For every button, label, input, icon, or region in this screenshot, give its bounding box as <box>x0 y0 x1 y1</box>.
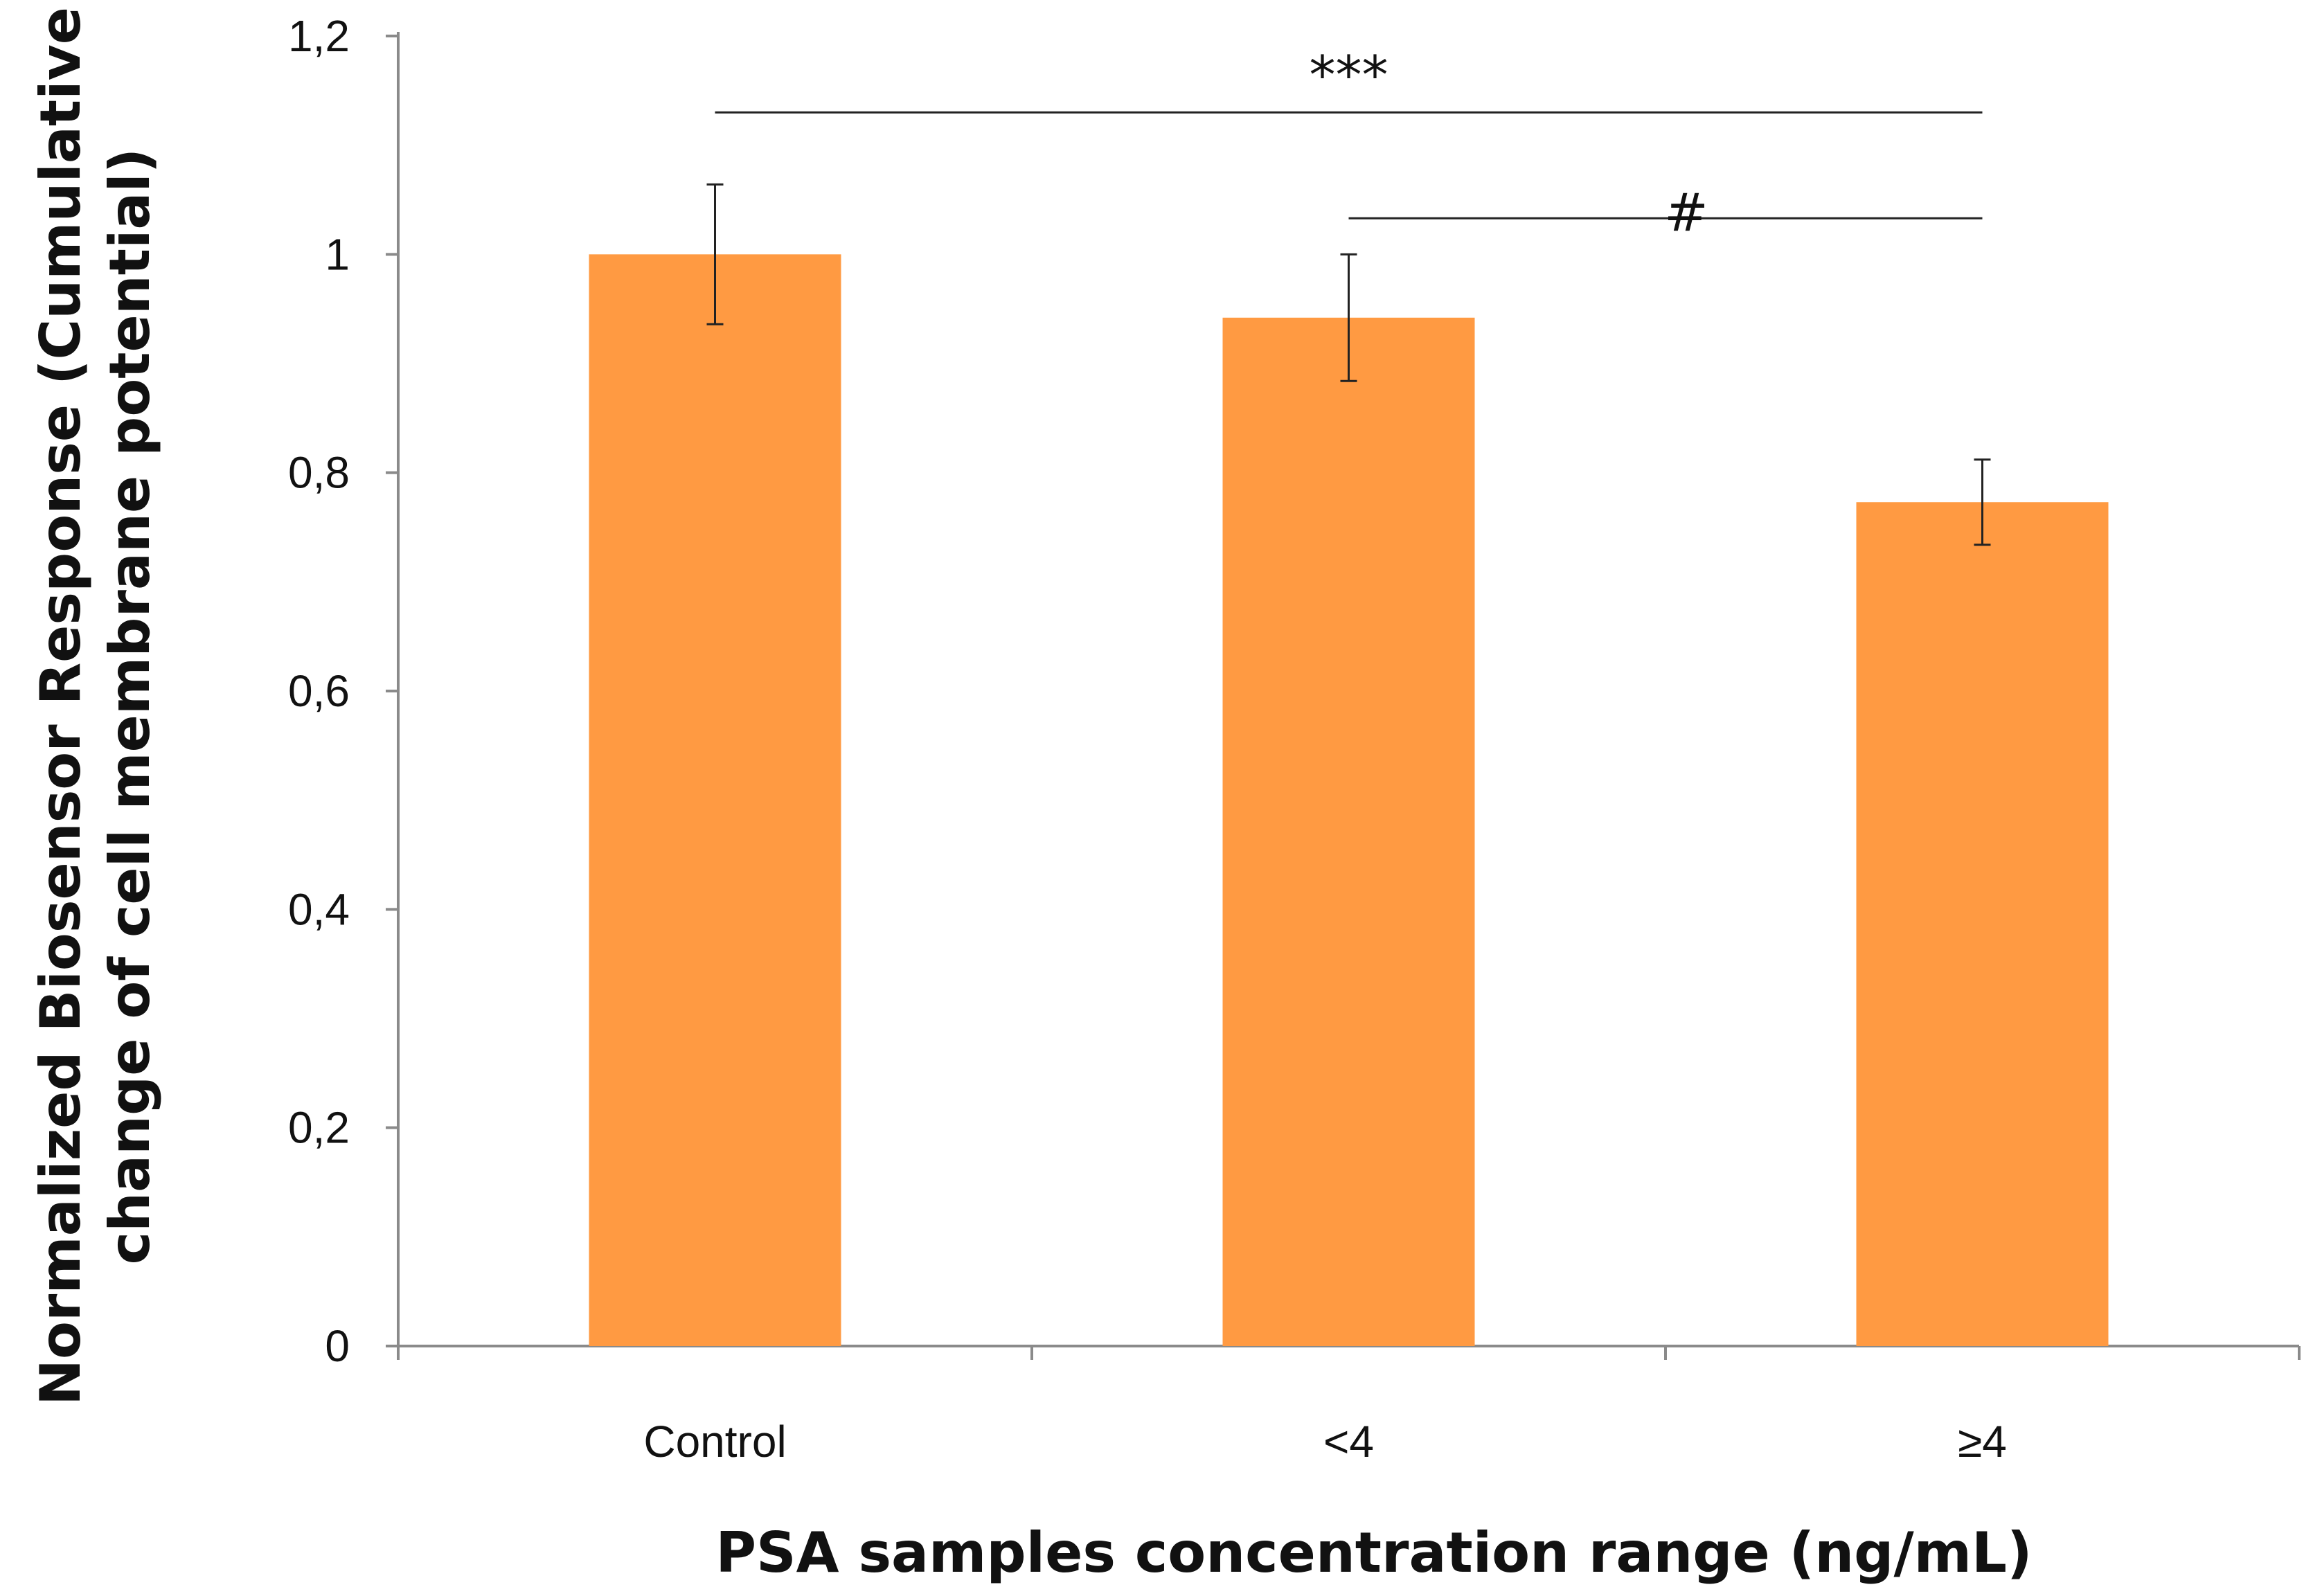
x-tick-label: Control <box>643 1417 786 1467</box>
y-tick-label: 0,2 <box>288 1103 350 1153</box>
bar-1 <box>589 254 841 1346</box>
x-tick-label: <4 <box>1323 1417 1374 1467</box>
y-tick-label: 0,6 <box>288 666 350 716</box>
significance-label-1: *** <box>1310 44 1388 105</box>
y-axis-title: Normalized Biosensor Response (Cumulativ… <box>28 7 162 1406</box>
significance-label-2: # <box>1664 181 1708 243</box>
y-tick-label: 0,8 <box>288 448 350 498</box>
y-axis-title-line-2: change of cell membrane potential) <box>98 148 162 1265</box>
plot-area: 0 0,2 0,4 0,6 0,8 1 1,2 Control <4 ≥4 *** # <box>288 11 2301 1467</box>
bar-3 <box>1856 502 2109 1346</box>
bar-2 <box>1222 317 1475 1346</box>
x-axis-title: PSA samples concentration range (ng/mL) <box>715 1521 2032 1585</box>
y-axis-title-line-1: Normalized Biosensor Response (Cumulativ… <box>28 7 93 1406</box>
x-tick-label: ≥4 <box>1958 1417 2007 1467</box>
y-tick-label: 0,4 <box>288 884 350 934</box>
y-tick-label: 1 <box>325 229 350 279</box>
y-tick-label: 1,2 <box>288 11 350 61</box>
y-tick-label: 0 <box>325 1321 350 1371</box>
